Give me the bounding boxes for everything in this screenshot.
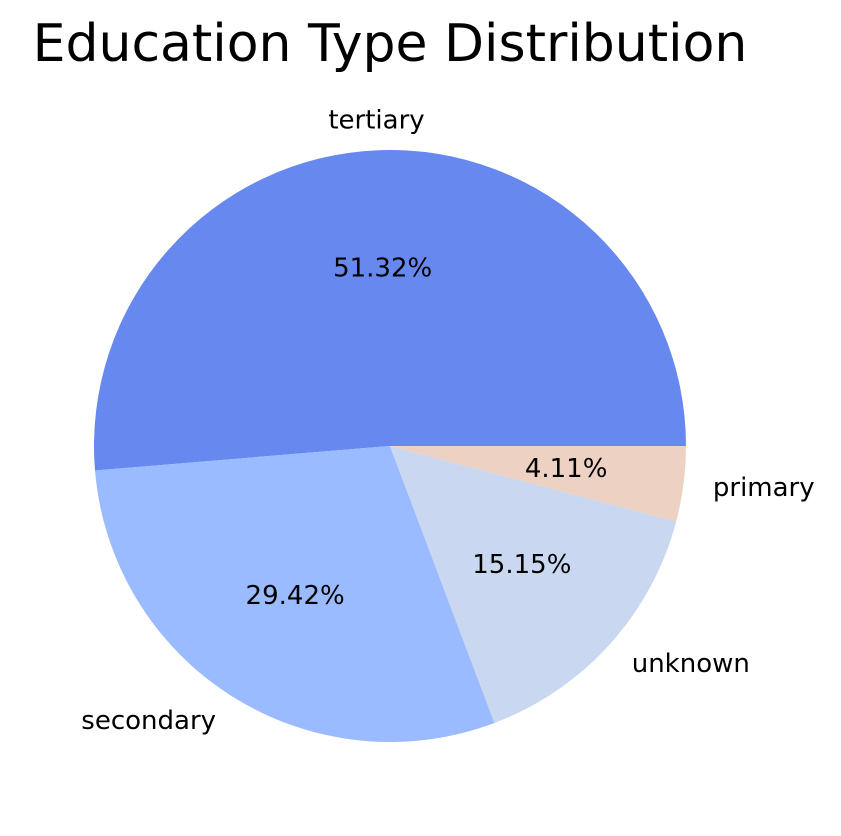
category-labels: tertiary secondary unknown primary bbox=[81, 106, 814, 737]
percent-label-unknown: 15.15% bbox=[472, 550, 571, 580]
pie-slice-secondary bbox=[95, 446, 495, 743]
percent-labels: 51.32% 29.42% 15.15% 4.11% bbox=[246, 254, 608, 612]
percent-label-tertiary: 51.32% bbox=[333, 254, 432, 284]
percent-label-primary: 4.11% bbox=[525, 454, 608, 484]
category-label-unknown: unknown bbox=[632, 649, 750, 679]
percent-label-secondary: 29.42% bbox=[246, 581, 345, 611]
category-label-secondary: secondary bbox=[81, 706, 216, 736]
pie-slice-primary bbox=[390, 446, 686, 522]
pie-slice-tertiary bbox=[94, 149, 687, 471]
chart-title: Education Type Distribution bbox=[33, 14, 748, 74]
category-label-primary: primary bbox=[713, 473, 815, 503]
pie-slices bbox=[94, 149, 687, 743]
pie-slice-unknown bbox=[390, 446, 677, 723]
category-label-tertiary: tertiary bbox=[328, 106, 424, 136]
